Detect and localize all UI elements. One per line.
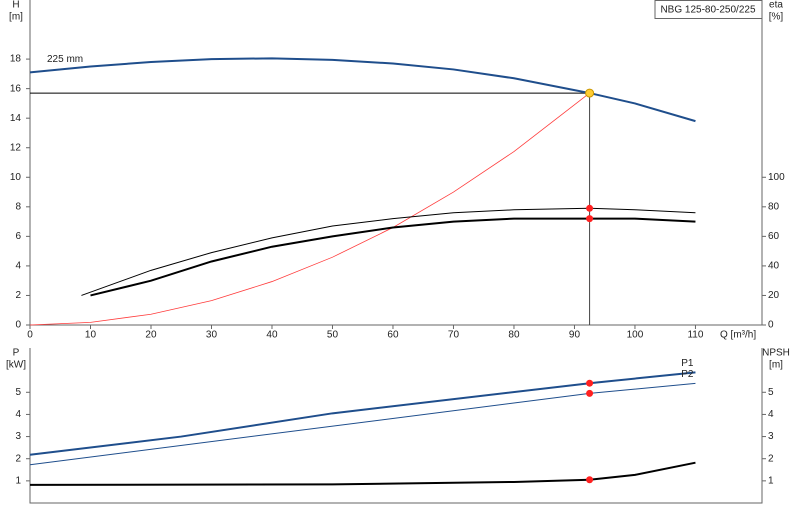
y-tick-label: 16 <box>10 83 22 94</box>
y2-tick-label: 1 <box>768 475 774 486</box>
x-tick-label: 10 <box>85 330 97 341</box>
curve <box>81 207 696 296</box>
y2-tick-label: 0 <box>768 320 774 331</box>
y-axis-label: H <box>12 0 19 11</box>
y2-axis-label: NPSH <box>762 348 790 359</box>
y-tick-label: 4 <box>15 261 21 272</box>
y2-tick-label: 80 <box>768 201 780 212</box>
y-tick-label: 4 <box>15 409 21 420</box>
curve-label: 225 mm <box>47 54 83 65</box>
y-tick-label: 1 <box>15 475 21 486</box>
frame <box>29 0 763 326</box>
x-tick-label: 60 <box>387 330 399 341</box>
y2-tick-label: 20 <box>768 290 780 301</box>
y-tick-label: 10 <box>10 172 22 183</box>
y-tick-label: 12 <box>10 142 22 153</box>
x-tick-label: 110 <box>687 330 703 341</box>
y-axis-unit: [kW] <box>6 360 26 371</box>
y-tick-label: 8 <box>15 201 21 212</box>
curve <box>90 217 696 297</box>
point <box>586 476 594 484</box>
x-tick-label: 0 <box>27 330 33 341</box>
y-tick-label: 6 <box>15 231 21 242</box>
curve <box>29 57 696 123</box>
y-tick-label: 0 <box>15 320 21 331</box>
y2-tick-label: 4 <box>768 409 774 420</box>
y2-tick-label: 3 <box>768 431 774 442</box>
curve <box>29 382 696 466</box>
y-axis-label: P <box>13 348 20 359</box>
y2-tick-label: 5 <box>768 387 774 398</box>
curve <box>29 92 590 326</box>
y-tick-label: 2 <box>15 453 21 464</box>
chart-title: NBG 125-80-250/225 <box>660 5 756 16</box>
curve-label: P1 <box>681 358 694 369</box>
y-tick-label: 2 <box>15 290 21 301</box>
y-tick-label: 14 <box>10 113 22 124</box>
x-tick-label: 30 <box>206 330 218 341</box>
y2-axis-unit: [%] <box>769 12 784 23</box>
frame <box>29 348 763 504</box>
y2-axis-label: eta <box>769 0 783 11</box>
x-tick-label: 90 <box>569 330 581 341</box>
title-box <box>654 0 763 19</box>
point <box>586 215 594 223</box>
y2-tick-label: 40 <box>768 261 780 272</box>
y-axis-unit: [m] <box>9 12 23 23</box>
curve-label: P2 <box>681 369 694 380</box>
x-tick-label: 100 <box>627 330 644 341</box>
y2-tick-label: 100 <box>768 172 785 183</box>
x-axis-label: Q [m³/h] <box>720 330 756 341</box>
x-tick-label: 70 <box>448 330 460 341</box>
x-tick-label: 80 <box>508 330 520 341</box>
x-tick-label: 50 <box>327 330 339 341</box>
operating-point <box>585 88 595 98</box>
curve <box>29 371 696 456</box>
curve <box>29 461 696 486</box>
point <box>586 204 594 212</box>
y2-tick-label: 2 <box>768 453 774 464</box>
y-tick-label: 18 <box>10 54 22 65</box>
point <box>586 379 594 387</box>
point <box>586 389 594 397</box>
y2-axis-unit: [m] <box>769 360 783 371</box>
y-tick-label: 3 <box>15 431 21 442</box>
y-tick-label: 5 <box>15 387 21 398</box>
x-tick-label: 40 <box>266 330 278 341</box>
x-tick-label: 20 <box>145 330 157 341</box>
y2-tick-label: 60 <box>768 231 780 242</box>
